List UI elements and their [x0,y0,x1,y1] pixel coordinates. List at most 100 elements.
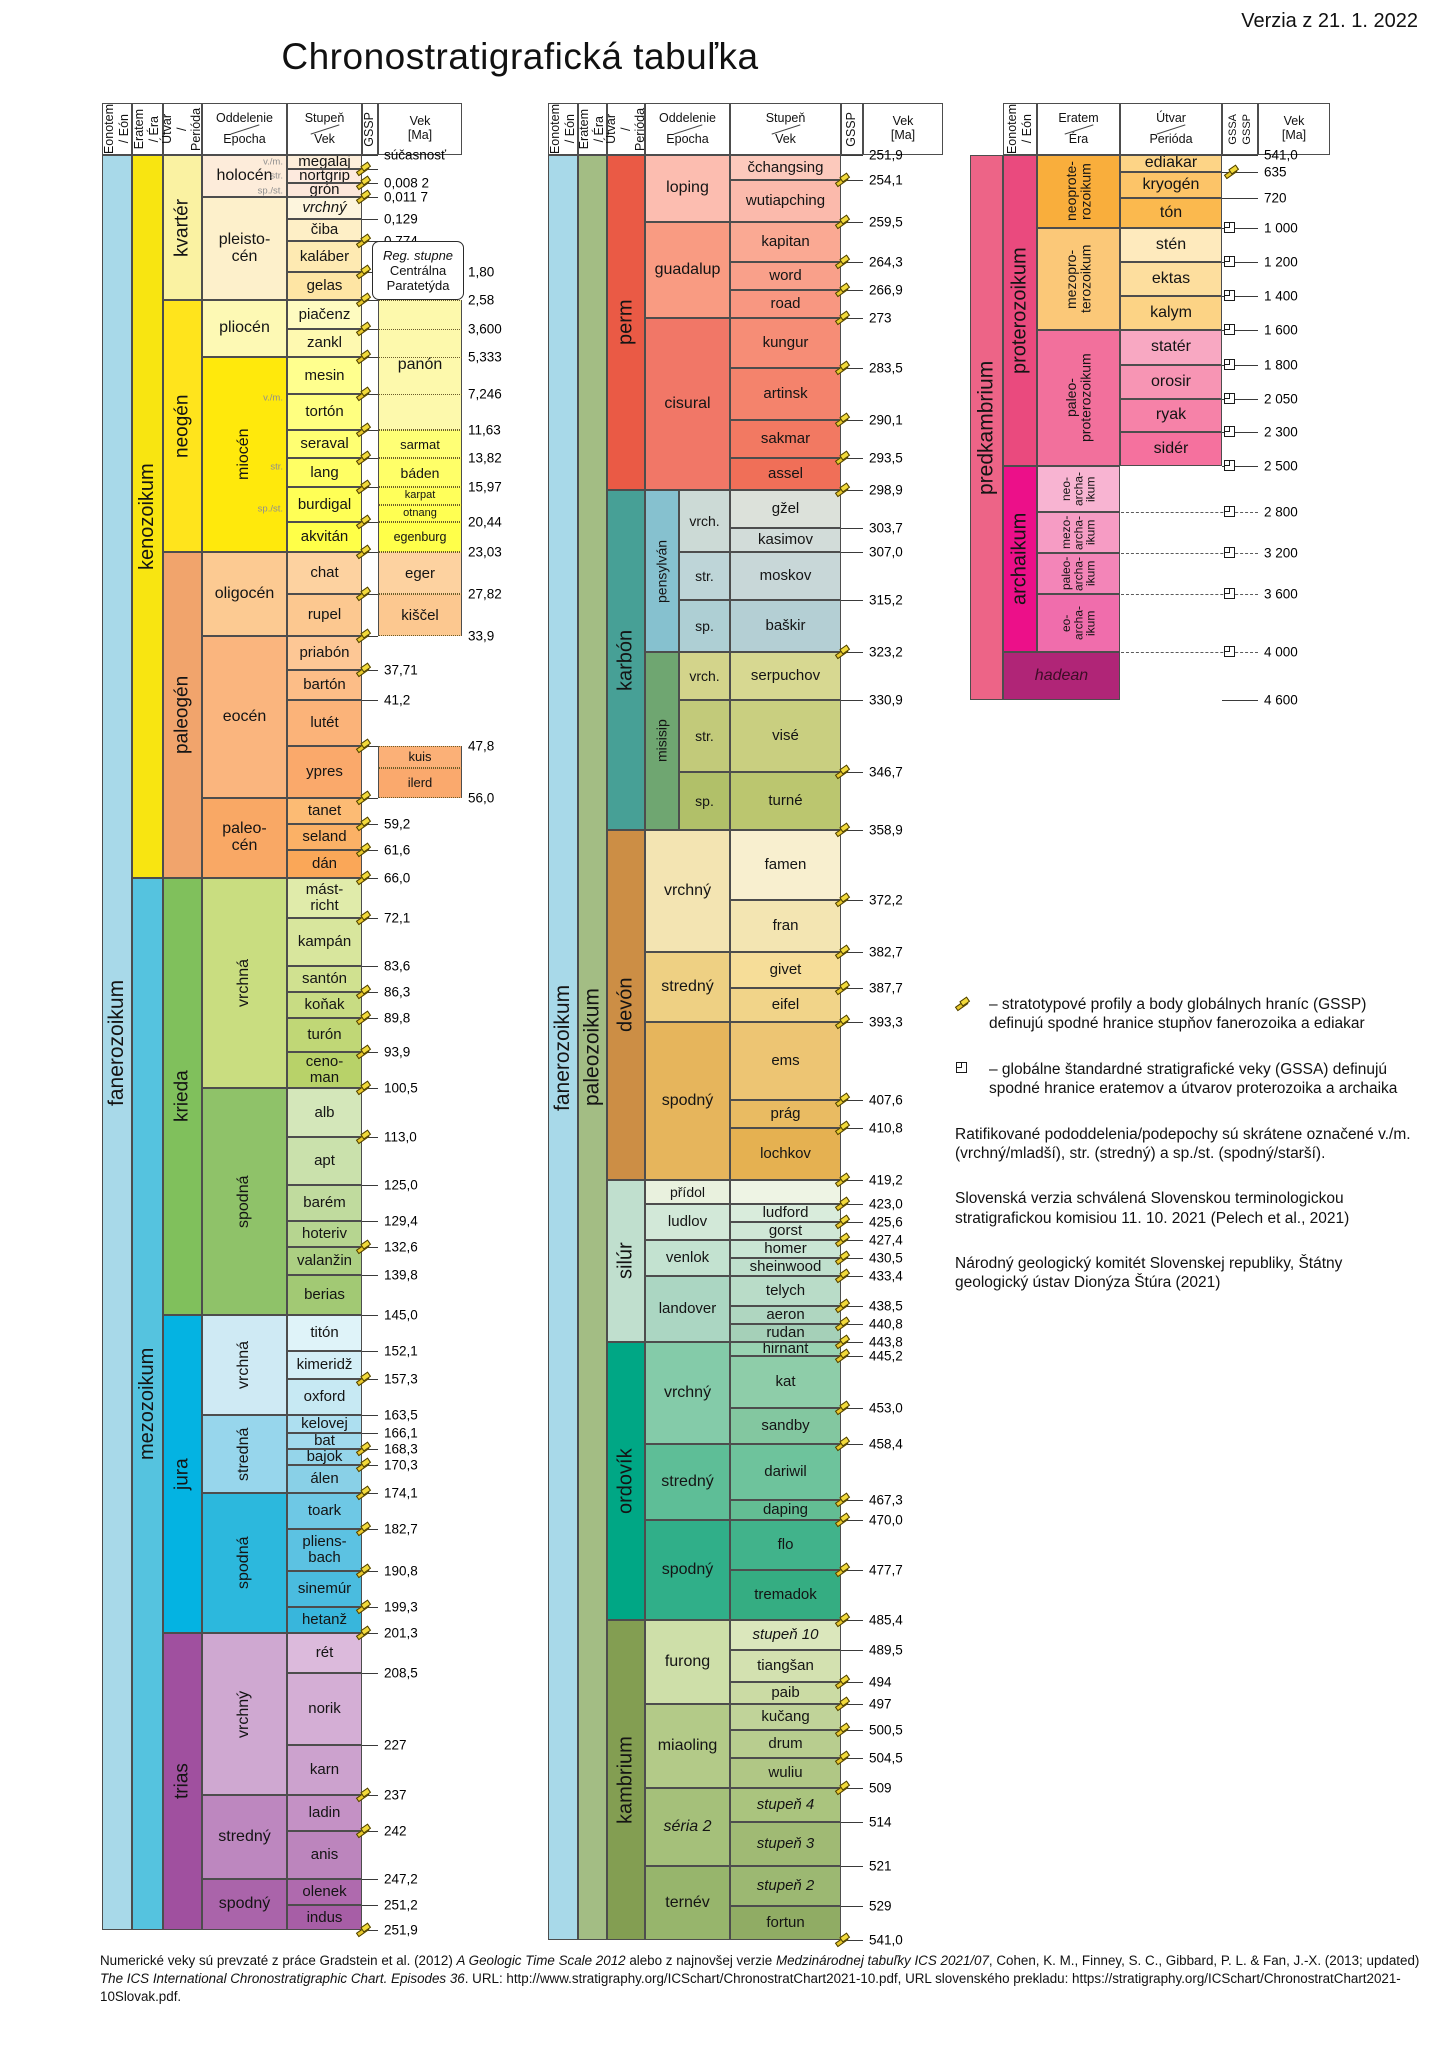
boundary-line [841,1520,863,1521]
boundary-line [362,1018,378,1019]
stage-bat: bat [287,1433,362,1449]
boundary-line [362,487,378,488]
cell-vrchn: vrchná [202,1315,287,1415]
stage-priab-n: priabón [287,636,362,670]
cell-pleisto-c-n: pleisto- cén [202,197,287,300]
gssa-icon [1224,426,1235,437]
boundary-line [362,1088,378,1089]
gssp-spike-icon [356,1824,370,1837]
boundary-line [362,700,378,701]
boundary-line [362,430,378,431]
age-label: 145,0 [384,1307,418,1323]
gssp-spike-icon [835,1269,849,1282]
legend-note-slovak-version: Slovenská verzia schválená Slovenskou te… [955,1190,1350,1227]
gssp-spike-icon [356,1522,370,1535]
boundary-line [362,670,378,671]
gssp-spike-icon [835,173,849,186]
stage-lang: lang [287,458,362,487]
boundary-line [362,1529,378,1530]
age-label: 323,2 [869,644,903,660]
boundary-line [362,1221,378,1222]
age-label: 157,3 [384,1371,418,1387]
cell-ryak: ryak [1120,399,1222,432]
gssa-icon [1224,359,1235,370]
age-label: 170,3 [384,1457,418,1473]
boundary-line [841,1704,863,1705]
stage-kapitan: kapitan [730,222,841,262]
gssp-spike-icon [356,265,370,278]
cell-perm: perm [607,155,645,490]
boundary-line [841,1730,863,1731]
age-label: 208,5 [384,1665,418,1681]
age-label: 529 [869,1898,892,1914]
boundary-line [362,1673,378,1674]
age-label: 264,3 [869,254,903,270]
cell-stredn: stredná [202,1415,287,1493]
boundary-line [841,652,863,653]
boundary-line [1121,652,1258,653]
stage-sakmar: sakmar [730,420,841,458]
stage-tanet: tanet [287,798,362,824]
age-label: 315,2 [869,592,903,608]
age-label: 467,3 [869,1492,903,1508]
age-label: 273 [869,310,892,326]
gssp-spike-icon [835,765,849,778]
age-label: 199,3 [384,1599,418,1615]
gssp-spike-icon [356,322,370,335]
cell-karb-n: karbón [607,490,645,830]
gssp-spike-icon [835,413,849,426]
boundary-line [841,318,863,319]
stage-eifel: eifel [730,988,841,1022]
age-label: 152,1 [384,1343,418,1359]
gssp-spike-icon [356,234,370,247]
age-label: 174,1 [384,1485,418,1501]
age-label: 514 [869,1814,892,1830]
boundary-line [841,1128,863,1129]
age-label: 113,0 [384,1129,417,1145]
gssp-spike-icon [356,843,370,856]
header-era: Eratem Éra [1037,103,1120,155]
boundary-line [362,183,378,184]
gssp-spike-icon [835,1173,849,1186]
cell-venlok: venlok [645,1240,730,1276]
age-label: 227 [384,1737,407,1753]
cell-paleog-n: paleogén [163,552,202,878]
stage-lochkov: lochkov [730,1128,841,1180]
gssp-spike-icon [835,1493,849,1506]
stage-berias: berias [287,1275,362,1315]
age-label: 2 500 [1264,458,1298,474]
stage-kamp-n: kampán [287,918,362,966]
regional-stage-eger: eger [378,552,462,594]
gssp-spike-icon [835,255,849,268]
age-label: 393,3 [869,1014,903,1030]
stage-kat: kat [730,1356,841,1408]
gssp-spike-icon [356,176,370,189]
cell-kvart-r: kvartér [163,155,202,300]
boundary-line [362,1493,378,1494]
boundary-line [841,1204,863,1205]
age-label: 1 800 [1264,357,1298,373]
boundary-line [362,1351,378,1352]
boundary-line [841,1682,863,1683]
gssp-spike-icon [835,823,849,836]
cell-furong: furong [645,1620,730,1704]
stage-anis: anis [287,1831,362,1879]
age-label: 433,4 [869,1268,903,1284]
age-label: 372,2 [869,892,903,908]
boundary-line [1121,594,1258,595]
age-label: 410,8 [869,1120,903,1136]
boundary-line [362,1607,378,1608]
age-label: 66,0 [384,870,411,886]
gssp-spike-icon [356,871,370,884]
age-label: 59,2 [384,816,411,832]
gssa-icon [1224,646,1235,657]
gssp-spike-icon [835,1015,849,1028]
age-label: 430,5 [869,1250,903,1266]
cell-eoc-n: eocén [202,636,287,798]
age-label: 387,7 [869,980,903,996]
boundary-line [362,1831,378,1832]
stage-kimerid: kimeridž [287,1351,362,1379]
cell-paleo-archa-ikum: paleo- archa- ikum [1037,553,1120,594]
stage-tremadok: tremadok [730,1570,841,1620]
boundary-line [841,1822,863,1823]
